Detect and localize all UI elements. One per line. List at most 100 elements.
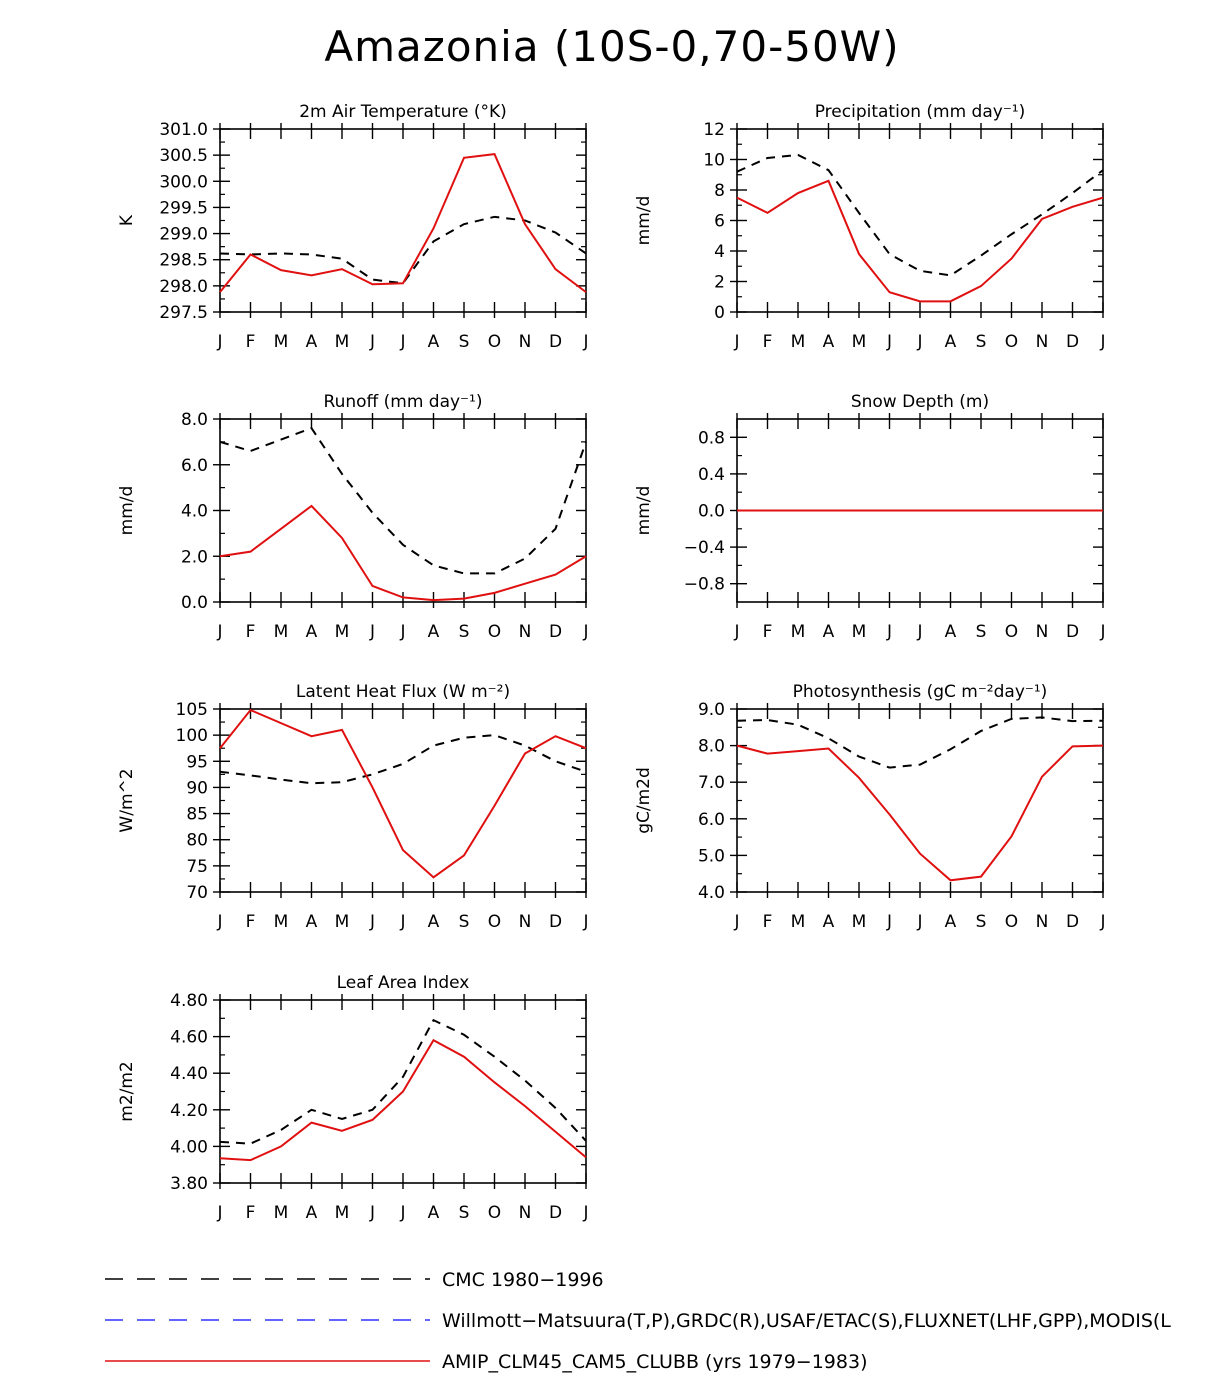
series-line-model (219, 504, 587, 602)
x-tick-label: O (488, 912, 501, 932)
x-tick-label: S (976, 332, 987, 352)
chart-title: Latent Heat Flux (W m⁻²) (296, 682, 510, 702)
y-tick-label: 298.5 (159, 251, 208, 271)
x-tick-label: A (428, 1203, 440, 1223)
chart-title: Photosynthesis (gC m⁻²day⁻¹) (793, 682, 1048, 702)
x-tick-label: A (945, 332, 957, 352)
y-axis-label: mm/d (117, 486, 137, 536)
series-line-obs (736, 153, 1104, 277)
y-tick-label: 299.0 (159, 225, 208, 245)
x-tick-label: O (488, 622, 501, 642)
x-tick-label: M (274, 912, 289, 932)
x-tick-label: F (246, 1203, 256, 1223)
legend-label: AMIP_CLM45_CAM5_CLUBB (yrs 1979−1983) (442, 1351, 868, 1373)
x-tick-label: A (306, 332, 318, 352)
y-tick-label: 0.0 (698, 502, 725, 522)
page-title: Amazonia (10S-0,70-50W) (324, 22, 900, 71)
x-tick-label: S (459, 622, 470, 642)
x-tick-label: N (1036, 332, 1049, 352)
y-tick-label: 6.0 (698, 810, 725, 830)
x-tick-label: A (428, 912, 440, 932)
x-tick-label: M (274, 1203, 289, 1223)
x-tick-label: J (886, 622, 892, 642)
x-tick-label: M (791, 332, 806, 352)
x-tick-label: D (549, 622, 562, 642)
x-tick-label: J (582, 622, 588, 642)
y-tick-label: 0.0 (181, 593, 208, 613)
series-line-model (219, 1038, 587, 1162)
x-tick-label: A (428, 622, 440, 642)
x-tick-label: O (1005, 332, 1018, 352)
y-tick-label: 4.80 (170, 991, 208, 1011)
x-tick-label: M (335, 1203, 350, 1223)
chart-panel-6: Photosynthesis (gC m⁻²day⁻¹) gC/m2d 4.0 5.0… (634, 682, 1106, 932)
chart-panel-5: Latent Heat Flux (W m⁻²) W/m^2 70 75 80 85 90 9… (117, 682, 589, 932)
x-tick-label: F (246, 912, 256, 932)
y-axis-label: m2/m2 (117, 1061, 137, 1121)
x-tick-label: J (216, 622, 222, 642)
x-tick-label: F (246, 332, 256, 352)
chart-title: Precipitation (mm day⁻¹) (815, 102, 1026, 122)
y-tick-label: 8.0 (181, 410, 208, 430)
y-tick-label: 70 (186, 883, 208, 903)
y-tick-label: 0 (714, 303, 725, 323)
y-axis-label: gC/m2d (634, 767, 654, 834)
chart-panel-3: Runoff (mm day⁻¹)mm/d0.02.04.06.08.0J F M A… (117, 392, 589, 642)
legend-label: Willmott−Matsuura(T,P),GRDC(R),USAF/ETAC… (442, 1310, 1171, 1332)
x-tick-label: M (274, 622, 289, 642)
y-tick-label: 10 (703, 151, 725, 171)
y-tick-label: 299.5 (159, 198, 208, 218)
x-tick-label: J (399, 912, 405, 932)
series-line-model (219, 153, 587, 293)
y-tick-label: 4.20 (170, 1101, 208, 1121)
x-tick-label: A (823, 332, 835, 352)
x-tick-label: M (791, 912, 806, 932)
x-tick-label: M (852, 622, 867, 642)
x-tick-label: D (1066, 332, 1079, 352)
x-tick-label: F (246, 622, 256, 642)
y-tick-label: 4.00 (170, 1137, 208, 1157)
x-tick-label: J (733, 622, 739, 642)
x-tick-label: A (823, 622, 835, 642)
x-tick-label: S (976, 622, 987, 642)
x-tick-label: M (791, 622, 806, 642)
y-tick-label: 95 (186, 752, 208, 772)
x-tick-label: O (1005, 622, 1018, 642)
y-tick-label: 8.0 (698, 737, 725, 757)
x-tick-label: J (1099, 332, 1105, 352)
y-tick-label: 8 (714, 181, 725, 201)
x-tick-label: J (582, 1203, 588, 1223)
x-tick-label: S (459, 912, 470, 932)
y-tick-label: 300.5 (159, 146, 208, 166)
chart-title: 2m Air Temperature (°K) (299, 102, 507, 122)
y-tick-label: −0.8 (684, 575, 725, 595)
x-tick-label: M (335, 332, 350, 352)
y-tick-label: 90 (186, 778, 208, 798)
x-tick-label: J (216, 332, 222, 352)
chart-title: Leaf Area Index (337, 973, 470, 993)
x-tick-label: N (1036, 622, 1049, 642)
y-tick-label: 75 (186, 857, 208, 877)
x-tick-label: N (519, 1203, 532, 1223)
y-tick-label: 4.40 (170, 1064, 208, 1084)
y-tick-label: 4.60 (170, 1028, 208, 1048)
x-tick-label: F (763, 332, 773, 352)
x-tick-label: F (763, 912, 773, 932)
y-tick-label: 5.0 (698, 846, 725, 866)
y-tick-label: 9.0 (698, 700, 725, 720)
y-tick-label: 4.0 (181, 502, 208, 522)
x-tick-label: S (459, 1203, 470, 1223)
y-tick-label: 0.4 (698, 465, 725, 485)
x-tick-label: M (852, 912, 867, 932)
series-line-obs (219, 426, 587, 575)
legend-label: CMC 1980−1996 (442, 1269, 604, 1291)
x-tick-label: D (549, 332, 562, 352)
x-tick-label: N (519, 622, 532, 642)
x-tick-label: A (823, 912, 835, 932)
y-tick-label: −0.4 (684, 538, 725, 558)
series-line-obs (736, 716, 1104, 769)
x-tick-label: J (399, 622, 405, 642)
y-tick-label: 300.0 (159, 172, 208, 192)
chart-panel-7: Leaf Area Index m2/m2 3.80 4.00 4.20 4.40 4.60… (117, 973, 589, 1223)
